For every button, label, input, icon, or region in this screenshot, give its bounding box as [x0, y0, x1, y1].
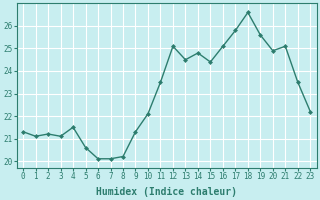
X-axis label: Humidex (Indice chaleur): Humidex (Indice chaleur) [96, 186, 237, 197]
